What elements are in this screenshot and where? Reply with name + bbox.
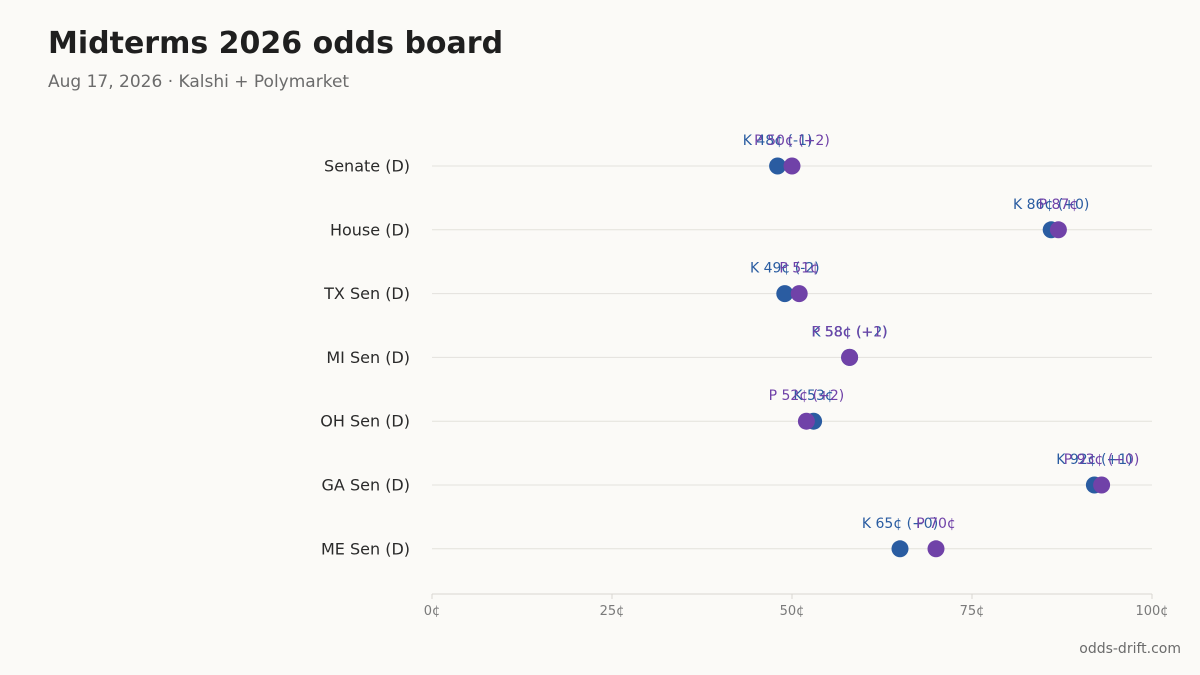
polymarket-value-label: P 58¢ (+1) (812, 324, 888, 340)
category-label: TX Sen (D) (323, 284, 410, 303)
polymarket-dot (1049, 221, 1067, 239)
category-label: House (D) (330, 220, 410, 239)
polymarket-dot (1093, 476, 1111, 494)
polymarket-value-label: P 51¢ (779, 261, 819, 277)
category-label: MI Sen (D) (326, 348, 410, 367)
gridlines (432, 165, 1152, 550)
polymarket-dot (797, 412, 815, 430)
data-labels: K 48¢ (-1)P 50¢ (+2) K 86¢ (+0)P 87¢ K 49¢… (743, 133, 1140, 532)
kalshi-value-label: K 58¢ (+2) (811, 324, 887, 340)
kalshi-value-label: K 86¢ (+0) (1013, 197, 1089, 213)
polymarket-value-label: P 70¢ (916, 516, 956, 532)
kalshi-value-label: K 48¢ (-1) (743, 133, 813, 149)
x-tick-label: 50¢ (780, 604, 805, 619)
kalshi-value-label: K 92¢ (+1) (1056, 452, 1132, 468)
category-label: ME Sen (D) (321, 539, 410, 558)
polymarket-value-label: P 52¢ (+2) (769, 388, 845, 404)
x-tick-label: 25¢ (600, 604, 625, 619)
kalshi-value-label: K 65¢ (+0) (862, 516, 938, 532)
polymarket-dot (790, 285, 808, 303)
category-label: GA Sen (D) (322, 476, 410, 495)
chart-title: Midterms 2026 odds board (48, 26, 504, 61)
category-label: Senate (D) (324, 157, 410, 176)
polymarket-dot (927, 540, 945, 558)
source-credit: odds-drift.com (1079, 641, 1181, 657)
kalshi-dot (891, 540, 909, 558)
x-axis: 0¢ 25¢ 50¢ 75¢ 100¢ (424, 593, 1169, 619)
polymarket-dot (783, 157, 801, 175)
x-tick-label: 100¢ (1135, 604, 1168, 619)
kalshi-dot (776, 285, 794, 303)
polymarket-value-label: P 93¢ (+0) (1064, 452, 1140, 468)
polymarket-value-label: P 50¢ (+2) (754, 133, 830, 149)
kalshi-value-label: K 53¢ (793, 388, 833, 404)
category-labels: Senate (D) House (D) TX Sen (D) MI Sen (D) O… (320, 157, 410, 559)
data-points (769, 157, 1111, 558)
polymarket-dot (841, 348, 859, 366)
kalshi-dot (769, 157, 787, 175)
category-label: OH Sen (D) (320, 412, 410, 431)
chart-subtitle: Aug 17, 2026 · Kalshi + Polymarket (48, 72, 350, 92)
polymarket-value-label: P 87¢ (1039, 197, 1079, 213)
kalshi-value-label: K 49¢ (-2) (750, 261, 820, 277)
x-tick-label: 0¢ (424, 604, 441, 619)
x-tick-label: 75¢ (960, 604, 985, 619)
